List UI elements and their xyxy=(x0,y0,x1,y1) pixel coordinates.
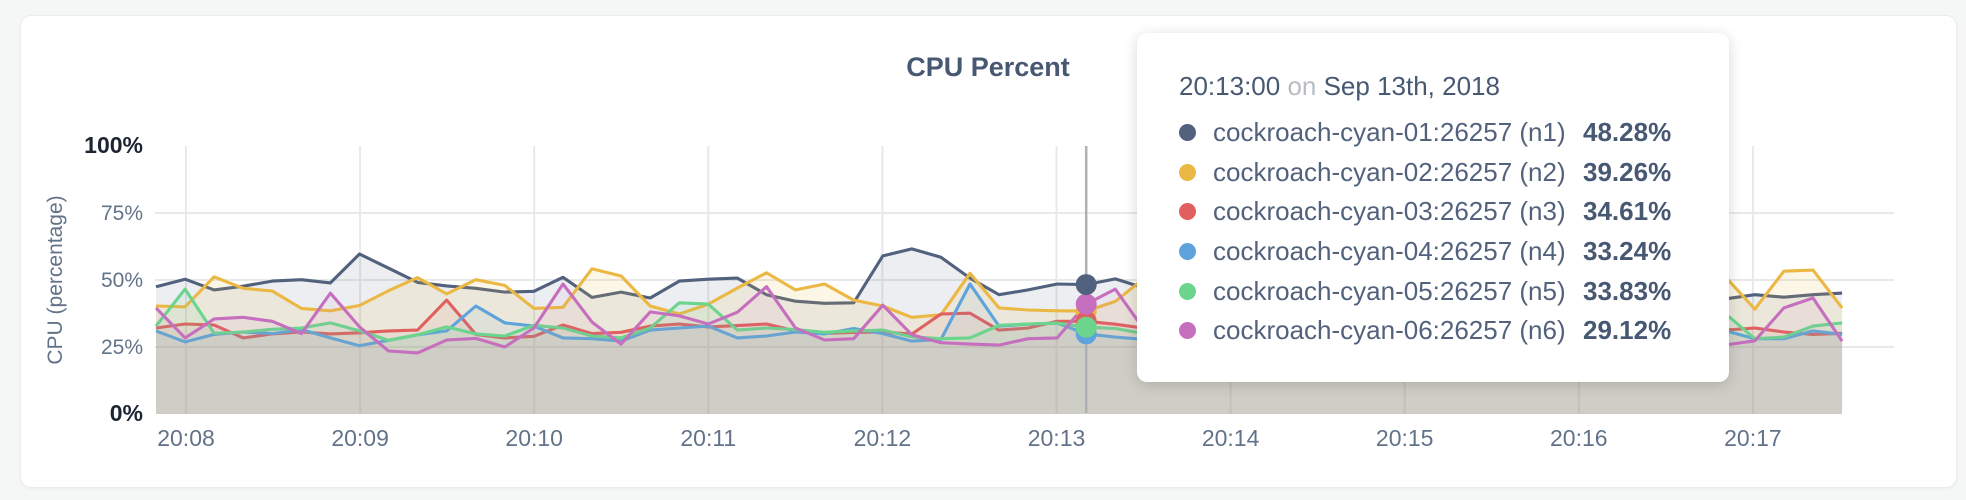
svg-text:20:16: 20:16 xyxy=(1550,425,1608,451)
svg-text:20:13: 20:13 xyxy=(1028,425,1086,451)
svg-text:20:14: 20:14 xyxy=(1202,425,1260,451)
svg-text:CPU (percentage): CPU (percentage) xyxy=(44,195,67,364)
svg-text:20:11: 20:11 xyxy=(680,425,736,451)
svg-text:20:15: 20:15 xyxy=(1376,425,1434,451)
svg-text:0%: 0% xyxy=(110,400,143,426)
svg-text:20:09: 20:09 xyxy=(331,425,389,451)
svg-text:50%: 50% xyxy=(101,269,143,292)
svg-text:25%: 25% xyxy=(101,336,143,359)
svg-text:75%: 75% xyxy=(101,202,143,225)
svg-text:20:17: 20:17 xyxy=(1724,425,1782,451)
svg-text:20:08: 20:08 xyxy=(157,425,215,451)
svg-text:100%: 100% xyxy=(84,132,143,158)
svg-text:CPU Percent: CPU Percent xyxy=(906,52,1070,82)
svg-text:20:12: 20:12 xyxy=(854,425,912,451)
svg-text:20:10: 20:10 xyxy=(505,425,563,451)
